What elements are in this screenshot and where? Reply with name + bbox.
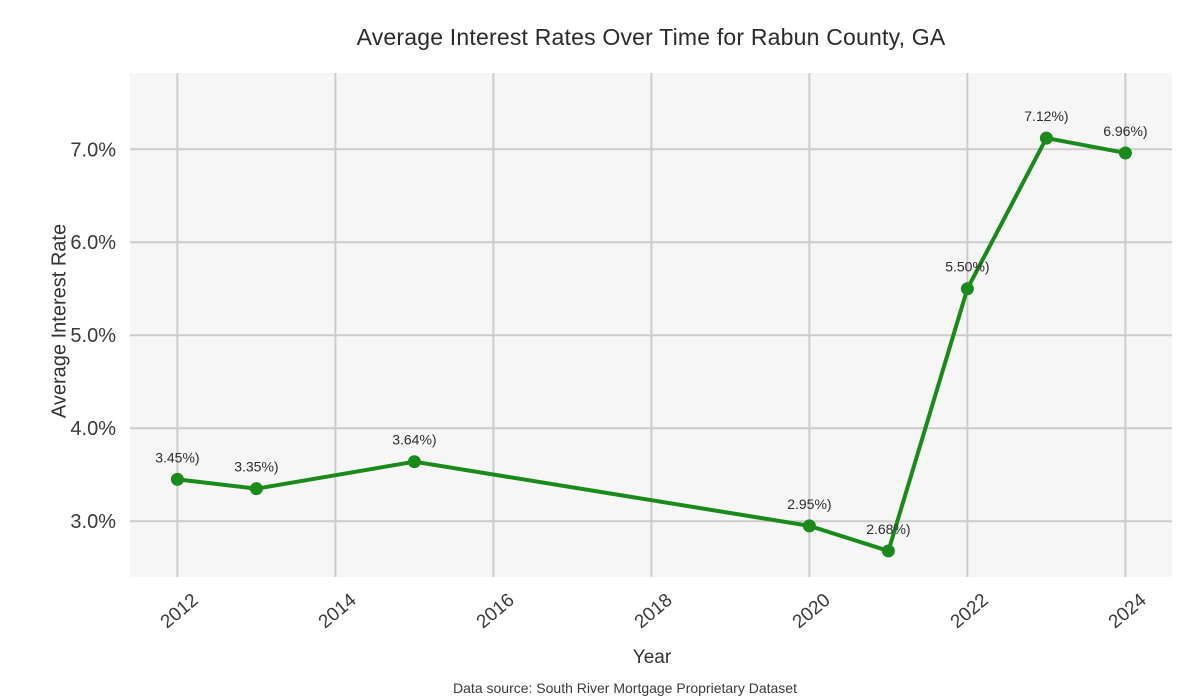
data-point-label: 5.50%) xyxy=(945,259,989,275)
data-point xyxy=(407,455,421,469)
x-tick-label: 2014 xyxy=(315,589,361,633)
x-axis-title: Year xyxy=(632,647,672,668)
data-point xyxy=(1039,131,1053,145)
data-point xyxy=(249,482,263,496)
data-point xyxy=(960,282,974,296)
y-tick-label: 7.0% xyxy=(70,139,116,161)
x-tick-label: 2016 xyxy=(473,590,519,633)
data-point xyxy=(1118,146,1132,160)
x-tick-label: 2020 xyxy=(789,590,835,633)
data-point-label: 3.45%) xyxy=(155,449,199,465)
data-point-label: 3.35%) xyxy=(234,459,278,475)
data-point-label: 2.68%) xyxy=(866,521,910,537)
x-tick-label: 2018 xyxy=(631,590,677,633)
data-point xyxy=(881,544,895,558)
chart-title: Average Interest Rates Over Time for Rab… xyxy=(356,24,946,50)
y-axis-title: Average Interest Rate xyxy=(48,223,71,419)
data-point-label: 6.96%) xyxy=(1103,123,1147,139)
y-tick-label: 3.0% xyxy=(70,511,116,533)
x-tick-label: 2022 xyxy=(947,590,993,633)
x-tick-label: 2012 xyxy=(157,590,203,633)
y-tick-label: 4.0% xyxy=(70,418,116,440)
datasource-note: Data source: South River Mortgage Propri… xyxy=(453,680,797,696)
data-point xyxy=(802,519,816,533)
y-tick-label: 6.0% xyxy=(70,232,116,254)
logo-south-river-mortgage: South River Mortgage xyxy=(0,610,140,690)
data-point-label: 3.64%) xyxy=(392,432,436,448)
y-tick-label: 5.0% xyxy=(70,325,116,347)
data-point-label: 7.12%) xyxy=(1024,108,1068,124)
data-point-label: 2.95%) xyxy=(787,496,831,512)
series-line xyxy=(175,136,1128,553)
x-tick-label: 2024 xyxy=(1105,589,1151,633)
data-point xyxy=(170,472,184,486)
